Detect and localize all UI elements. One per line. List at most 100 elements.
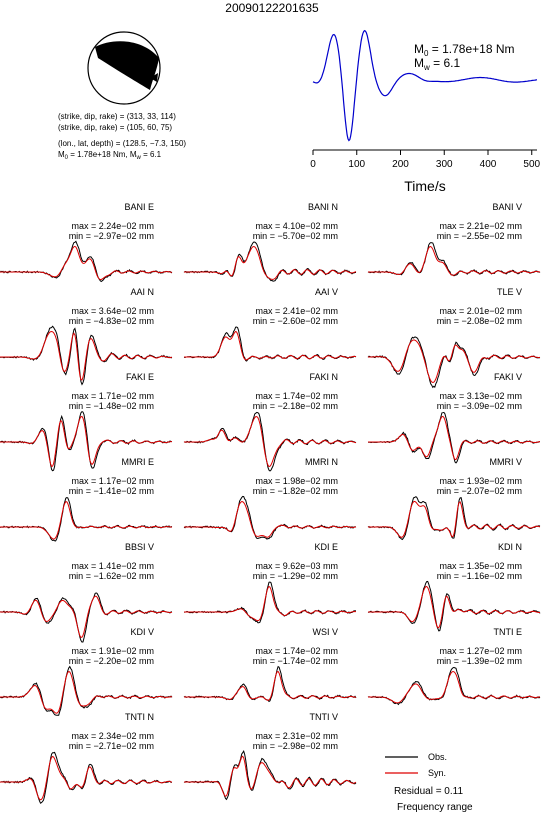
- max-amplitude-label: max = 1.17e−02 mm: [71, 476, 154, 486]
- min-amplitude-label: min = −2.07e−02 mm: [437, 486, 522, 496]
- stf-m0-label: M0 = 1.78e+18 Nm: [414, 42, 515, 58]
- beachball-compression-quadrant: [95, 41, 159, 90]
- min-amplitude-label: min = −2.98e−02 mm: [253, 741, 338, 751]
- stf-tick-label: 300: [436, 159, 453, 170]
- min-amplitude-label: min = −1.16e−02 mm: [437, 571, 522, 581]
- station-label: MMRI N: [305, 457, 338, 467]
- min-amplitude-label: min = −2.60e−02 mm: [253, 316, 338, 326]
- station-label: TLE V: [497, 287, 522, 297]
- min-amplitude-label: min = −1.48e−02 mm: [69, 401, 154, 411]
- stf-tick-label: 0: [310, 159, 316, 170]
- beachball-compression-tip: [150, 73, 158, 82]
- min-amplitude-label: min = −1.74e−02 mm: [253, 656, 338, 666]
- max-amplitude-label: max = 2.41e−02 mm: [255, 306, 338, 316]
- max-amplitude-label: max = 1.71e−02 mm: [71, 391, 154, 401]
- max-amplitude-label: max = 2.01e−02 mm: [439, 306, 522, 316]
- legend-syn-label: Syn.: [428, 768, 446, 778]
- max-amplitude-label: max = 3.64e−02 mm: [71, 306, 154, 316]
- station-label: AAI V: [315, 287, 338, 297]
- observed-trace: [367, 242, 541, 277]
- stf-plot: 0 100 200 300 400 500 Time/s M0 = 1.78e+18 Nm…: [310, 29, 541, 194]
- station-label: BANI E: [124, 202, 154, 212]
- synthetic-trace: [0, 245, 173, 280]
- station-label: TNTI E: [494, 627, 523, 637]
- mechanism-info: (strike, dip, rake) = (313, 33, 114) (st…: [58, 112, 186, 161]
- stf-tick-label: 400: [480, 159, 497, 170]
- synthetic-trace: [0, 330, 173, 381]
- stf-xlabel: Time/s: [404, 178, 445, 194]
- max-amplitude-label: max = 1.74e−02 mm: [255, 391, 338, 401]
- stf-ticks: 0 100 200 300 400 500: [310, 150, 541, 170]
- station-label: MMRI E: [122, 457, 155, 467]
- synthetic-trace: [0, 595, 173, 638]
- station-label: KDI E: [314, 542, 338, 552]
- synthetic-trace: [184, 416, 357, 468]
- max-amplitude-label: max = 1.93e−02 mm: [439, 476, 522, 486]
- max-amplitude-label: max = 4.10e−02 mm: [255, 221, 338, 231]
- mechanism-moment: M0 = 1.78e+18 Nm, Mw = 6.1: [58, 150, 162, 161]
- stf-tick-label: 500: [523, 159, 540, 170]
- synthetic-trace: [0, 755, 173, 801]
- max-amplitude-label: max = 2.34e−02 mm: [71, 731, 154, 741]
- max-amplitude-label: max = 1.35e−02 mm: [439, 561, 522, 571]
- synthetic-trace: [368, 500, 541, 538]
- max-amplitude-label: max = 2.24e−02 mm: [71, 221, 154, 231]
- min-amplitude-label: min = −1.62e−02 mm: [69, 571, 154, 581]
- min-amplitude-label: min = −2.18e−02 mm: [253, 401, 338, 411]
- synthetic-trace: [184, 330, 357, 361]
- synthetic-trace: [184, 755, 357, 797]
- synthetic-trace: [368, 415, 541, 460]
- station-label: FAKI E: [126, 372, 154, 382]
- synthetic-trace: [0, 501, 173, 540]
- stf-tick-label: 100: [348, 159, 365, 170]
- mechanism-location: (lon., lat, depth) = (128.5, −7.3, 150): [58, 139, 186, 148]
- max-amplitude-label: max = 1.91e−02 mm: [71, 646, 154, 656]
- legend-obs-label: Obs.: [428, 752, 447, 762]
- station-label: BANI V: [492, 202, 522, 212]
- figure-title: 20090122201635: [225, 1, 319, 15]
- synthetic-trace: [368, 245, 541, 276]
- max-amplitude-label: max = 1.27e−02 mm: [439, 646, 522, 656]
- station-label: KDI N: [498, 542, 522, 552]
- legend-frequency-range: Frequency range: [397, 802, 473, 813]
- station-label: TNTI V: [310, 712, 339, 722]
- min-amplitude-label: min = −5.70e−02 mm: [253, 231, 338, 241]
- min-amplitude-label: min = −1.41e−02 mm: [69, 486, 154, 496]
- observed-trace: [367, 411, 541, 464]
- station-label: BBSI V: [125, 542, 154, 552]
- station-label: BANI N: [308, 202, 338, 212]
- station-label: KDI V: [130, 627, 154, 637]
- max-amplitude-label: max = 2.21e−02 mm: [439, 221, 522, 231]
- synthetic-trace: [0, 415, 172, 467]
- min-amplitude-label: min = −2.08e−02 mm: [437, 316, 522, 326]
- station-label: FAKI V: [494, 372, 522, 382]
- station-label: MMRI V: [490, 457, 523, 467]
- synthetic-trace: [0, 670, 172, 714]
- beachball: [87, 31, 161, 105]
- station-label: AAI N: [130, 287, 154, 297]
- stf-mw-label: Mw = 6.1: [414, 56, 460, 72]
- synthetic-trace: [184, 670, 357, 701]
- stf-tick-label: 200: [392, 159, 409, 170]
- station-label: FAKI N: [309, 372, 338, 382]
- observed-trace: [183, 495, 357, 540]
- station-label: WSI V: [312, 627, 338, 637]
- synthetic-trace: [368, 670, 541, 704]
